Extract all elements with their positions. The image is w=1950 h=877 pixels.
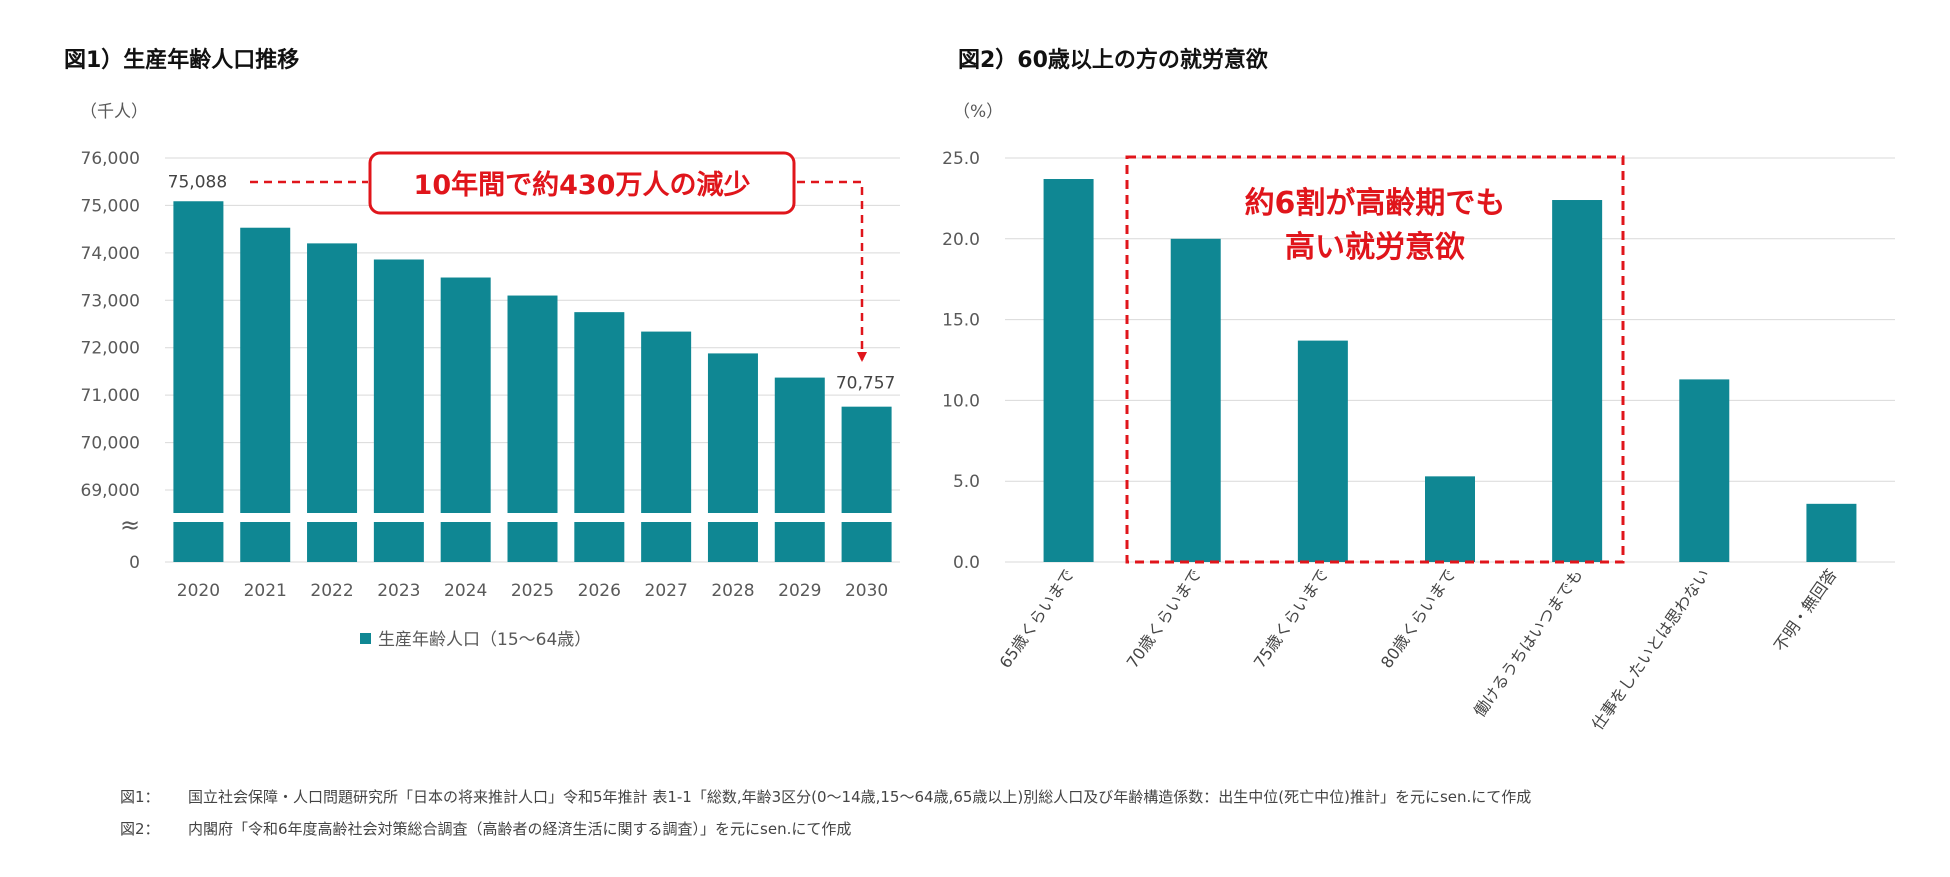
annotation-box <box>368 151 796 215</box>
footnote-label: 図2： <box>120 820 160 838</box>
x-tick-label: 不明・無回答 <box>1770 565 1841 655</box>
bar-2022 <box>307 243 358 513</box>
chart1: （千人） 76,000 75,000 74,000 73,000 72,000 71,000… <box>80 102 900 650</box>
x-tick-label: 70歳くらいまで <box>1123 565 1205 671</box>
bar-2030 <box>841 406 892 513</box>
y-tick-label: 75,000 <box>81 196 140 216</box>
legend-label: 生産年齢人口（15～64歳） <box>378 630 591 650</box>
y-tick-label: 71,000 <box>81 386 140 406</box>
bar-base-2022 <box>307 522 358 562</box>
bar-base-2023 <box>373 522 424 562</box>
bar-base-2020 <box>173 522 224 562</box>
x-tick-label: 2029 <box>778 581 821 601</box>
bar-2025 <box>507 295 558 513</box>
data-label-first: 75,088 <box>168 172 227 192</box>
chart2-title: 図2）60歳以上の方の就労意欲 <box>958 48 1268 73</box>
annotation-text: 10年間で約430万人の減少 <box>414 169 751 201</box>
y-tick-label: 72,000 <box>81 339 140 359</box>
annotation-arrow <box>797 180 867 362</box>
x-tick-label: 75歳くらいまで <box>1250 565 1332 671</box>
y-tick-label: 69,000 <box>81 481 140 501</box>
data-label-last: 70,757 <box>836 374 895 394</box>
y-tick-label: 15.0 <box>942 311 980 331</box>
bar-base-2027 <box>641 522 692 562</box>
footnote-fig1: 図1： 国立社会保障・人口問題研究所「日本の将来推計人口」令和5年推計 表1-1「… <box>120 786 1531 807</box>
bar-2028 <box>707 353 758 513</box>
bar-働けるうちはいつまでも <box>1552 200 1603 563</box>
x-tick-label: 65歳くらいまで <box>996 565 1078 671</box>
footnote-label: 図1： <box>120 788 160 806</box>
bar-base-2030 <box>841 522 892 562</box>
x-tick-label: 2026 <box>578 581 621 601</box>
y-tick-label-zero: 0 <box>129 553 140 573</box>
x-tick-label: 2021 <box>244 581 287 601</box>
x-tick-label: 2024 <box>444 581 487 601</box>
axis-break-icon: ≈ <box>120 511 140 539</box>
footnote-text: 内閣府「令和6年度高齢社会対策総合調査（高齢者の経済生活に関する調査）」を元にs… <box>188 820 852 838</box>
chart2: （%） 25.0 20.0 15.0 10.0 5.0 0.0 65歳くらいまで 70歳くらいま… <box>942 102 1895 734</box>
x-tick-label: 2020 <box>177 581 220 601</box>
x-tick-label: 2025 <box>511 581 554 601</box>
y-tick-label: 20.0 <box>942 230 980 250</box>
x-tick-label: 2030 <box>845 581 888 601</box>
bar-2023 <box>373 259 424 513</box>
bar-2021 <box>240 227 291 513</box>
x-tick-label: 働けるうちはいつまでも <box>1470 565 1587 720</box>
chart1-title: 図1）生産年齢人口推移 <box>64 48 300 73</box>
y-tick-label: 0.0 <box>953 553 980 573</box>
y-tick-label: 70,000 <box>81 434 140 454</box>
bar-2029 <box>774 377 825 513</box>
annotation-line-1: 約6割が高齢期でも <box>1245 186 1506 221</box>
x-tick-label: 80歳くらいまで <box>1377 565 1459 671</box>
footnote-fig2: 図2： 内閣府「令和6年度高齢社会対策総合調査（高齢者の経済生活に関する調査）」を… <box>120 818 851 839</box>
bar-base-2025 <box>507 522 558 562</box>
x-tick-label: 2023 <box>377 581 420 601</box>
bar-2024 <box>440 277 491 513</box>
y-tick-label: 10.0 <box>942 391 980 411</box>
highlight-box <box>1125 155 1625 564</box>
y-tick-label: 76,000 <box>81 149 140 169</box>
y-tick-label: 73,000 <box>81 291 140 311</box>
bar-2027 <box>641 331 692 513</box>
y-axis-unit: （%） <box>953 102 1003 122</box>
bar-2026 <box>574 312 625 513</box>
bar-base-2024 <box>440 522 491 562</box>
y-axis-unit: （千人） <box>80 102 148 122</box>
x-tick-label: 2028 <box>711 581 754 601</box>
bar-65歳くらいまで <box>1043 179 1094 562</box>
x-tick-label: 2027 <box>645 581 688 601</box>
x-tick-label: 2022 <box>310 581 353 601</box>
footnote-text: 国立社会保障・人口問題研究所「日本の将来推計人口」令和5年推計 表1-1「総数,… <box>188 788 1532 806</box>
bar-base-2028 <box>707 522 758 562</box>
bar-不明・無回答 <box>1806 503 1857 562</box>
bar-70歳くらいまで <box>1170 238 1221 563</box>
annotation-line-2: 高い就労意欲 <box>1285 230 1465 265</box>
bar-80歳くらいまで <box>1425 476 1475 562</box>
bar-base-2026 <box>574 522 625 562</box>
bar-base-2029 <box>774 522 825 562</box>
y-tick-label: 5.0 <box>953 472 980 492</box>
bar-仕事をしたいとは思わない <box>1679 379 1730 562</box>
legend-swatch <box>360 633 371 644</box>
y-tick-label: 74,000 <box>81 244 140 264</box>
bar-2020 <box>173 201 224 513</box>
bar-75歳くらいまで <box>1297 340 1348 562</box>
y-tick-label: 25.0 <box>942 149 980 169</box>
bar-base-2021 <box>240 522 291 562</box>
x-tick-label: 仕事をしたいとは思わない <box>1588 565 1714 733</box>
